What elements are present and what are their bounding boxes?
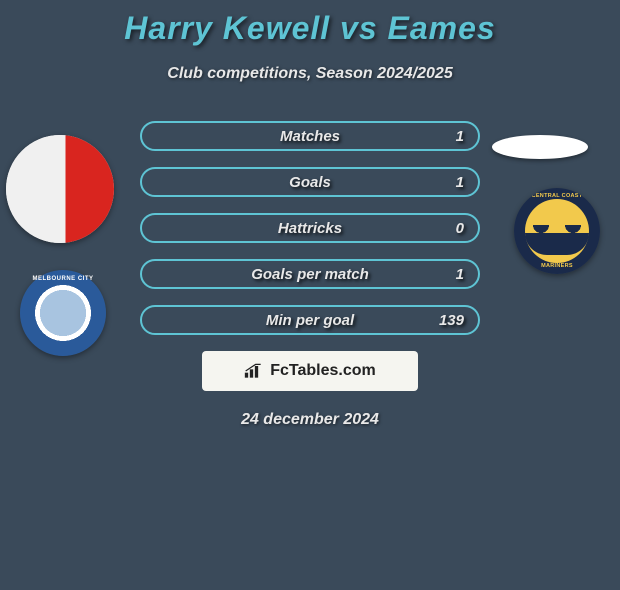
- stat-value: 139: [439, 312, 464, 329]
- club-left-label: MELBOURNE CITY: [33, 276, 94, 282]
- stat-pill-gpm: Goals per match 1: [140, 259, 480, 289]
- stat-label: Matches: [280, 128, 340, 145]
- club-right-inner: [525, 199, 589, 263]
- stat-label: Goals: [289, 174, 331, 191]
- stat-label: Hattricks: [278, 220, 342, 237]
- page-title: Harry Kewell vs Eames: [0, 10, 620, 47]
- subtitle: Club competitions, Season 2024/2025: [0, 65, 620, 83]
- watermark: FcTables.com: [202, 351, 418, 391]
- player-right-avatar: [492, 135, 588, 159]
- stat-value: 1: [456, 174, 464, 191]
- stat-pill-mpg: Min per goal 139: [140, 305, 480, 335]
- bar-chart-icon: [244, 363, 264, 379]
- stat-label: Min per goal: [266, 312, 354, 329]
- stat-pill-matches: Matches 1: [140, 121, 480, 151]
- club-left-badge: MELBOURNE CITY: [20, 270, 106, 356]
- stat-value: 0: [456, 220, 464, 237]
- avatar-placeholder: [6, 135, 114, 243]
- watermark-label: FcTables.com: [270, 362, 376, 380]
- wave-icon: [525, 233, 589, 255]
- club-right-label-bottom: MARINERS: [541, 263, 573, 269]
- club-right-badge: CENTRAL COAST MARINERS: [514, 188, 600, 274]
- stat-pill-goals: Goals 1: [140, 167, 480, 197]
- stat-label: Goals per match: [251, 266, 369, 283]
- player-left-avatar: [6, 135, 114, 243]
- stat-pill-hattricks: Hattricks 0: [140, 213, 480, 243]
- date-label: 24 december 2024: [0, 411, 620, 429]
- stat-value: 1: [456, 266, 464, 283]
- stat-value: 1: [456, 128, 464, 145]
